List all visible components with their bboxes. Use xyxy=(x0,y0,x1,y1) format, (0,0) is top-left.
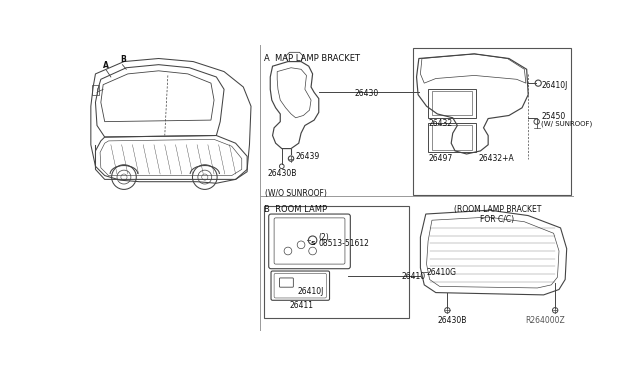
Text: 26430: 26430 xyxy=(355,89,380,97)
Text: 26439: 26439 xyxy=(296,153,320,161)
Text: 26432: 26432 xyxy=(428,119,452,128)
Text: 26410G: 26410G xyxy=(427,268,456,277)
Bar xyxy=(428,89,476,118)
Bar xyxy=(92,86,99,95)
Text: 26432+A: 26432+A xyxy=(478,154,514,163)
Text: 26410J: 26410J xyxy=(297,287,324,296)
Text: 26411: 26411 xyxy=(289,301,314,310)
Bar xyxy=(432,91,472,115)
Text: 26430B: 26430B xyxy=(437,316,467,325)
Text: 26410J: 26410J xyxy=(541,81,568,90)
Text: (W/O SUNROOF): (W/O SUNROOF) xyxy=(265,189,327,198)
Text: B  ROOM LAMP: B ROOM LAMP xyxy=(264,205,327,214)
Text: 25450: 25450 xyxy=(541,112,566,121)
Text: (ROOM LAMP BRACKET
FOR C/C): (ROOM LAMP BRACKET FOR C/C) xyxy=(454,205,541,224)
Text: 26410: 26410 xyxy=(401,272,425,281)
Text: A: A xyxy=(103,61,109,70)
Text: (2): (2) xyxy=(319,233,330,242)
Bar xyxy=(413,48,570,195)
Bar xyxy=(264,206,409,318)
Text: (W/ SUNROOF): (W/ SUNROOF) xyxy=(541,121,593,127)
Text: 26497: 26497 xyxy=(428,154,452,163)
Bar xyxy=(428,123,476,153)
Text: 26430B: 26430B xyxy=(268,169,298,179)
Text: 08513-51612: 08513-51612 xyxy=(319,239,370,248)
Text: A  MAP LAMP BRACKET: A MAP LAMP BRACKET xyxy=(264,54,360,63)
Text: S: S xyxy=(310,241,315,246)
Bar xyxy=(432,125,472,150)
Text: R264000Z: R264000Z xyxy=(525,316,565,325)
Text: B: B xyxy=(120,55,126,64)
